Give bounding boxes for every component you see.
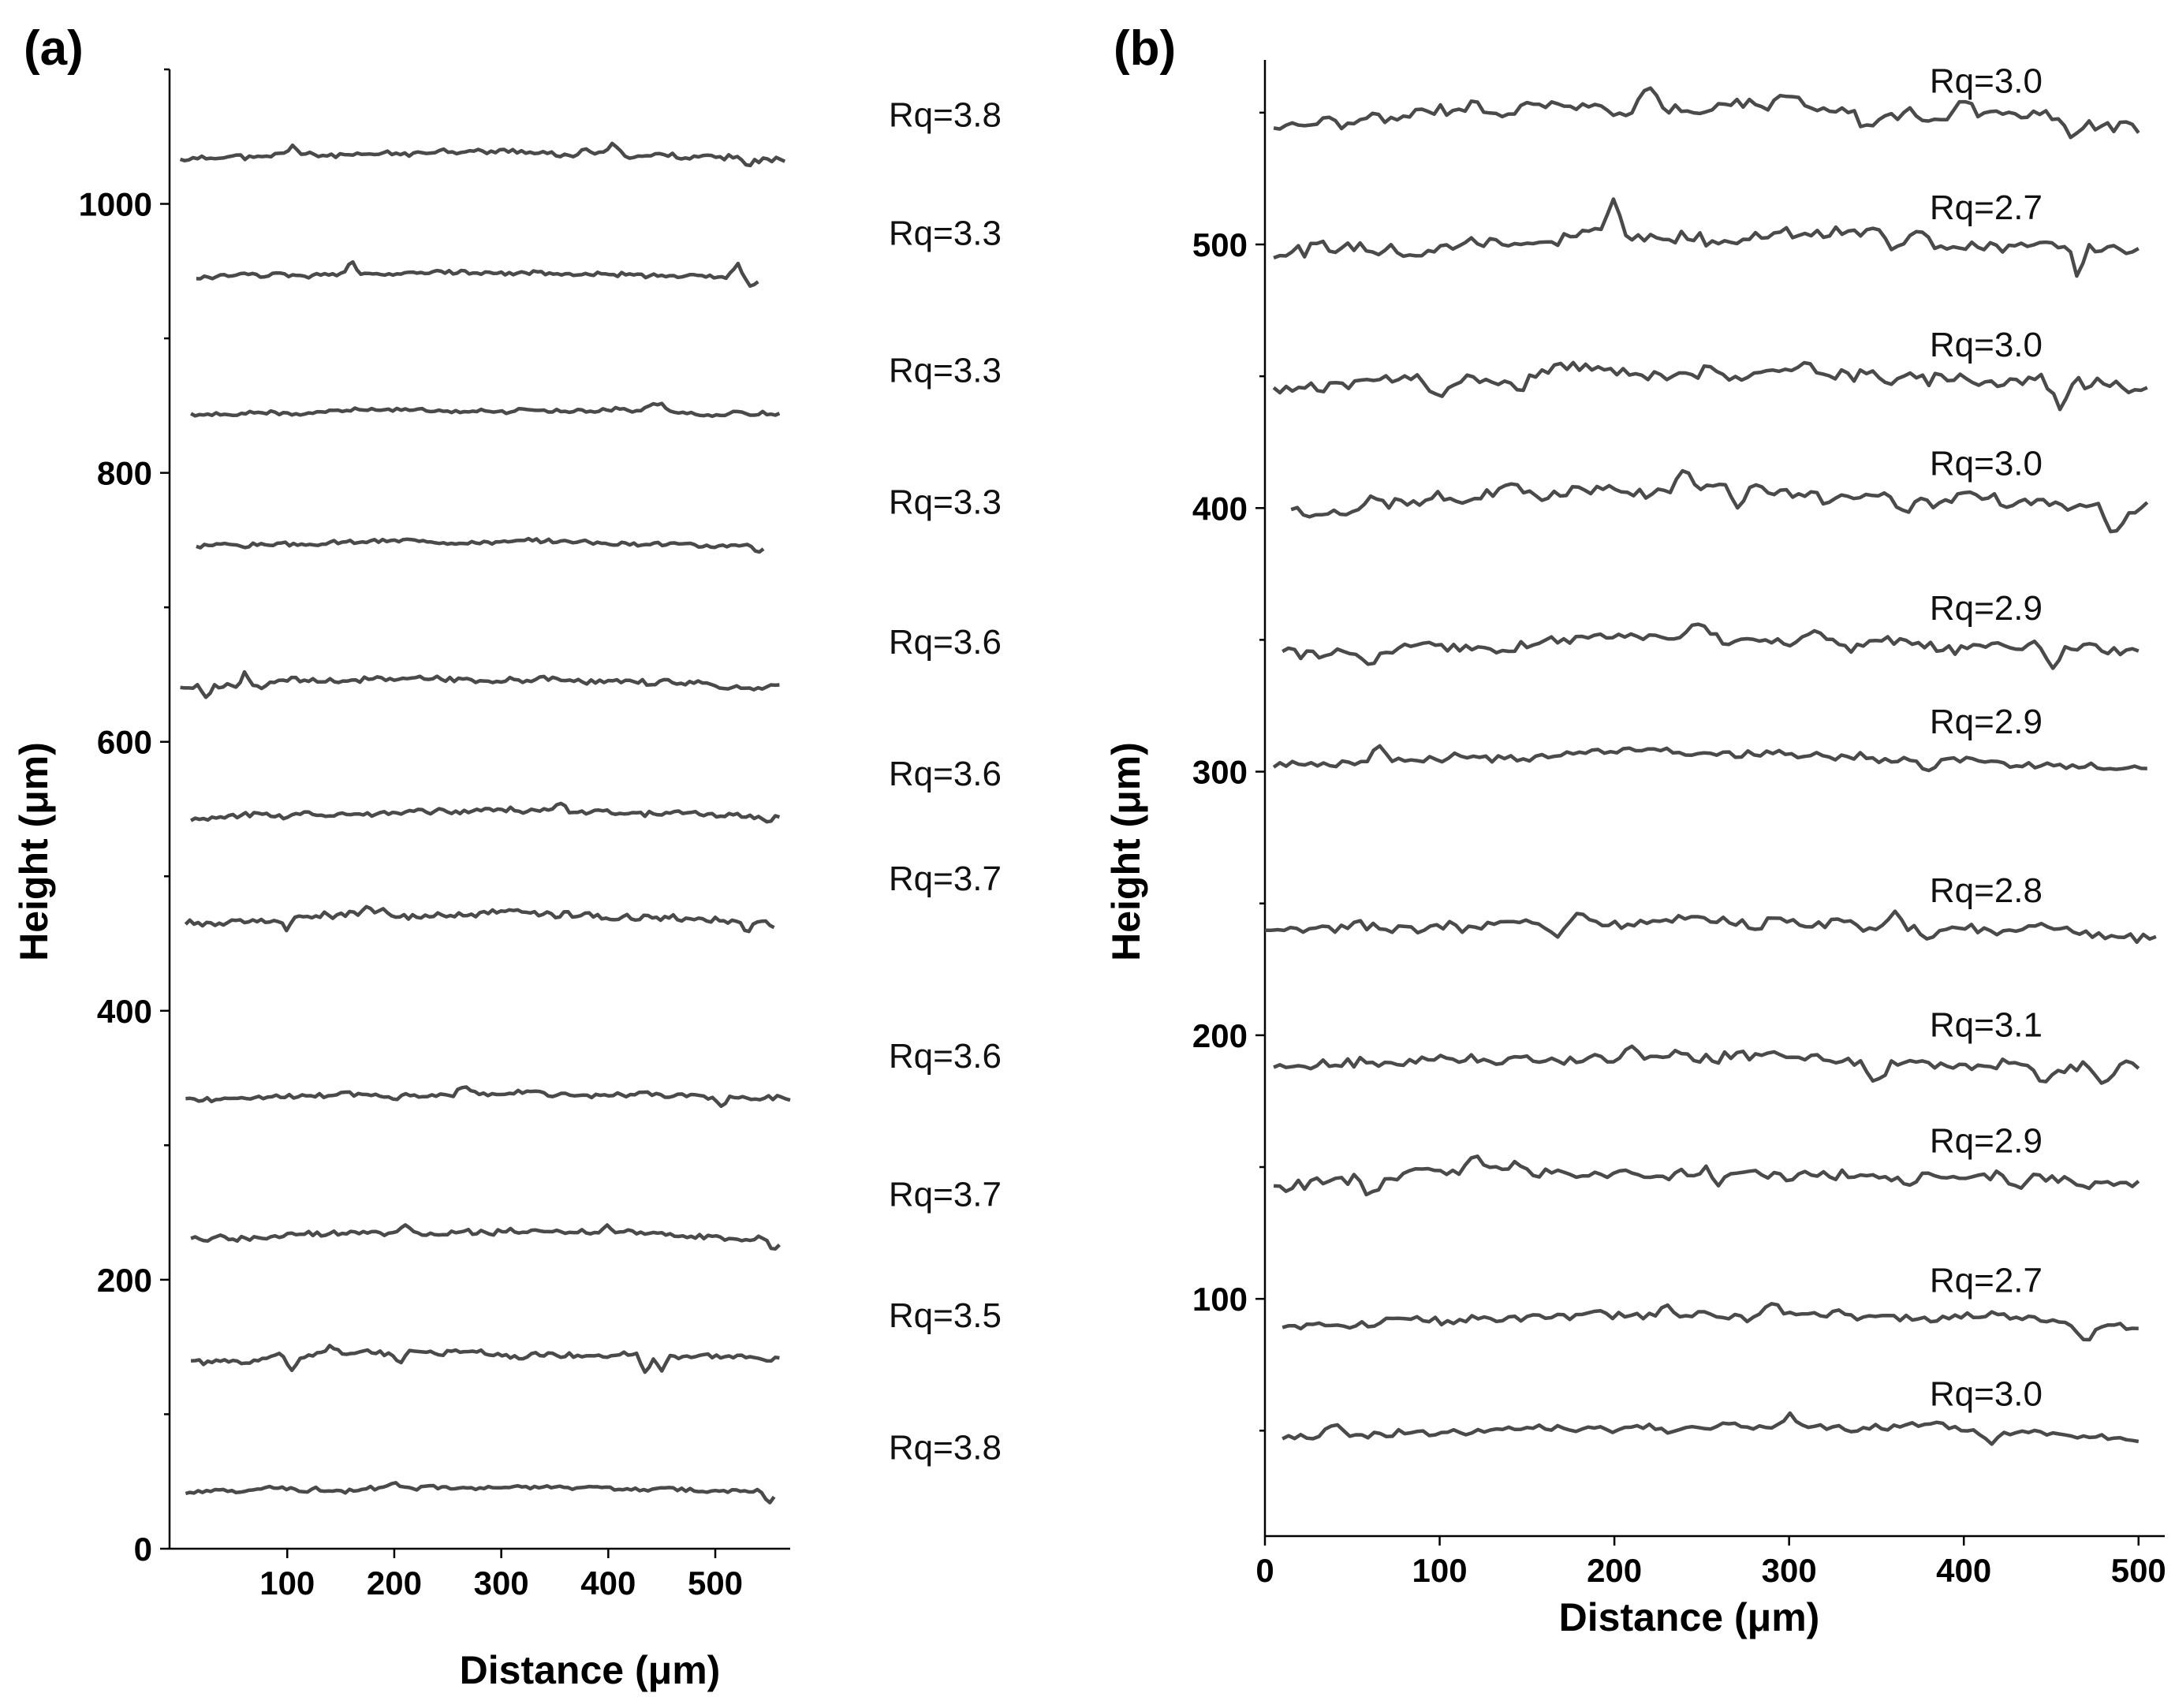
profile-line	[1281, 1302, 2139, 1342]
rq-label: Rq=3.6	[889, 755, 1002, 793]
profile-line	[1272, 744, 2147, 773]
x-tick-label: 300	[1762, 1552, 1817, 1589]
profile-line	[190, 1223, 781, 1251]
panel-a-profiles: Rq=3.8 Rq=3.3 Rq=3.3 Rq=3.3 Rq=3.6 Rq=3.6 Rq=3…	[179, 95, 1002, 1505]
rq-label: Rq=3.8	[889, 1428, 1002, 1467]
rq-label: Rq=3.6	[889, 623, 1002, 662]
rq-label: Rq=3.0	[1930, 62, 2043, 101]
y-tick-label: 400	[1192, 490, 1248, 527]
profile-line	[180, 669, 780, 699]
x-tick-label: 400	[580, 1564, 636, 1602]
x-tick-label: 500	[688, 1564, 743, 1602]
rq-label: Rq=3.3	[889, 483, 1002, 521]
panel-b-profiles: Rq=3.0 Rq=2.7 Rq=3.0 Rq=3.0 Rq=2.9 Rq=2.9 Rq=2…	[1265, 62, 2157, 1446]
rq-label: Rq=3.7	[889, 1176, 1002, 1214]
profile-line	[185, 1481, 776, 1505]
profile-line	[1272, 360, 2148, 412]
rq-label: Rq=3.5	[889, 1296, 1002, 1335]
x-tick-label: 300	[474, 1564, 529, 1602]
panel-a-y-axis-title: Height (μm)	[12, 742, 56, 961]
rq-label: Rq=2.9	[1930, 703, 2043, 741]
rq-label: Rq=3.0	[1930, 1374, 2043, 1413]
x-tick-label: 0	[1255, 1552, 1274, 1589]
y-tick-label: 100	[1192, 1281, 1248, 1318]
profile-line	[1281, 622, 2140, 670]
panel-b-axes: 100 200 300 400 500 0 100 200 300 400 500	[1192, 60, 2166, 1589]
x-tick-label: 100	[1412, 1552, 1468, 1589]
profile-line	[1273, 1044, 2140, 1085]
y-tick-label: 300	[1192, 754, 1248, 791]
x-tick-label: 100	[259, 1564, 315, 1602]
panel-a-x-axis-title: Distance (μm)	[460, 1648, 721, 1692]
rq-label: Rq=2.7	[1930, 188, 2043, 227]
profile-line	[1273, 1154, 2140, 1197]
y-tick-label: 1000	[79, 186, 152, 223]
profile-line	[1281, 1411, 2140, 1446]
panel-a: (a) 0 200 400 600 800 1000 100 200 300 400 500 Rq=…	[12, 21, 1002, 1692]
profile-line	[190, 801, 781, 824]
rq-label: Rq=2.9	[1930, 589, 2043, 628]
profile-line	[196, 536, 765, 554]
y-tick-label: 800	[97, 455, 152, 492]
panel-b-letter: (b)	[1114, 21, 1176, 76]
y-tick-label: 200	[97, 1262, 152, 1299]
y-tick-label: 400	[97, 993, 152, 1030]
panel-b: (b) 100 200 300 400 500 0 100 200 300 400 500 Rq=3…	[1104, 21, 2166, 1639]
profile-line	[185, 1085, 791, 1109]
y-tick-label: 0	[134, 1531, 152, 1568]
y-tick-label: 500	[1192, 226, 1248, 263]
rq-label: Rq=3.0	[1930, 326, 2043, 364]
profile-line	[1273, 86, 2140, 140]
profile-line	[184, 904, 775, 934]
y-tick-label: 600	[97, 724, 152, 761]
rq-label: Rq=3.3	[889, 351, 1002, 390]
rq-label: Rq=2.8	[1930, 871, 2043, 910]
rq-label: Rq=2.9	[1930, 1121, 2043, 1160]
profile-line	[196, 259, 759, 288]
rq-label: Rq=3.1	[1930, 1005, 2043, 1044]
panel-a-axes: 0 200 400 600 800 1000 100 200 300 400 500	[79, 68, 790, 1602]
profile-line	[191, 1344, 780, 1374]
rq-label: Rq=3.3	[889, 214, 1002, 252]
x-tick-label: 200	[367, 1564, 422, 1602]
x-tick-label: 500	[2111, 1552, 2166, 1589]
rq-label: Rq=3.8	[889, 95, 1002, 134]
profile-line	[1273, 197, 2140, 278]
rq-label: Rq=3.7	[889, 860, 1002, 898]
y-tick-label: 200	[1192, 1017, 1248, 1054]
x-tick-label: 200	[1587, 1552, 1642, 1589]
panel-b-y-axis-title: Height (μm)	[1104, 742, 1148, 961]
rq-label: Rq=3.0	[1930, 444, 2043, 483]
x-tick-label: 400	[1936, 1552, 1991, 1589]
profile-line	[190, 401, 781, 419]
panel-a-letter: (a)	[24, 21, 84, 76]
panel-b-x-axis-title: Distance (μm)	[1559, 1595, 1820, 1639]
profile-line	[179, 141, 786, 168]
rq-label: Rq=3.6	[889, 1037, 1002, 1076]
rq-label: Rq=2.7	[1930, 1262, 2043, 1300]
profile-line	[1290, 468, 2149, 534]
profile-line	[1265, 909, 2157, 945]
